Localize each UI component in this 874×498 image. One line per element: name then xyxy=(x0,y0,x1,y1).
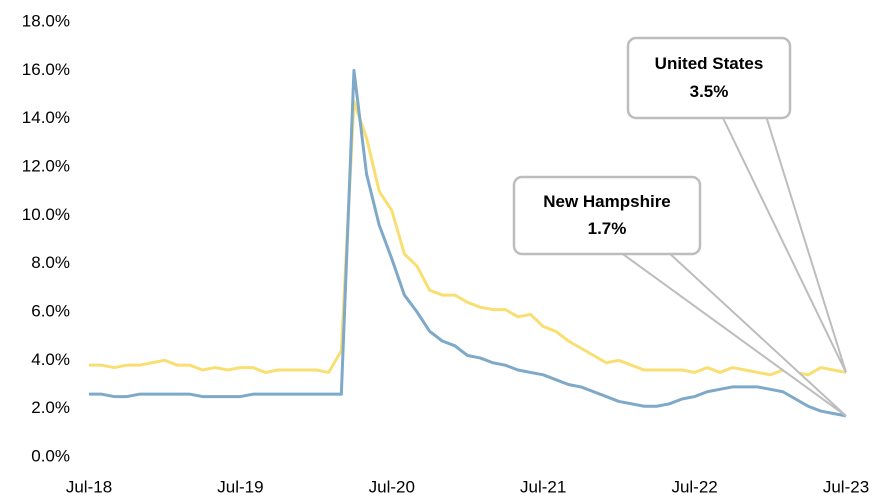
x-tick-label: Jul-19 xyxy=(217,477,263,496)
y-tick-label: 6.0% xyxy=(31,301,70,320)
x-tick-label: Jul-23 xyxy=(823,477,869,496)
annotation-title: New Hampshire xyxy=(543,192,671,211)
x-tick-label: Jul-22 xyxy=(671,477,717,496)
y-tick-label: 4.0% xyxy=(31,350,70,369)
series-line xyxy=(89,68,847,418)
y-tick-label: 2.0% xyxy=(31,398,70,417)
x-tick-label: Jul-20 xyxy=(369,477,415,496)
y-tick-label: 8.0% xyxy=(31,253,70,272)
x-tick-label: Jul-21 xyxy=(520,477,566,496)
annotation-value: 1.7% xyxy=(588,219,627,238)
series-line xyxy=(89,100,847,377)
y-tick-label: 10.0% xyxy=(22,205,70,224)
y-tick-label: 16.0% xyxy=(22,60,70,79)
y-tick-label: 12.0% xyxy=(22,156,70,175)
annotation-title: United States xyxy=(655,54,764,73)
y-tick-label: 18.0% xyxy=(22,11,70,30)
y-tick-label: 0.0% xyxy=(31,446,70,465)
callout-box xyxy=(512,175,702,256)
y-tick-label: 14.0% xyxy=(22,108,70,127)
callout-box xyxy=(626,36,792,120)
annotation-value: 3.5% xyxy=(690,82,729,101)
x-tick-label: Jul-18 xyxy=(66,477,112,496)
